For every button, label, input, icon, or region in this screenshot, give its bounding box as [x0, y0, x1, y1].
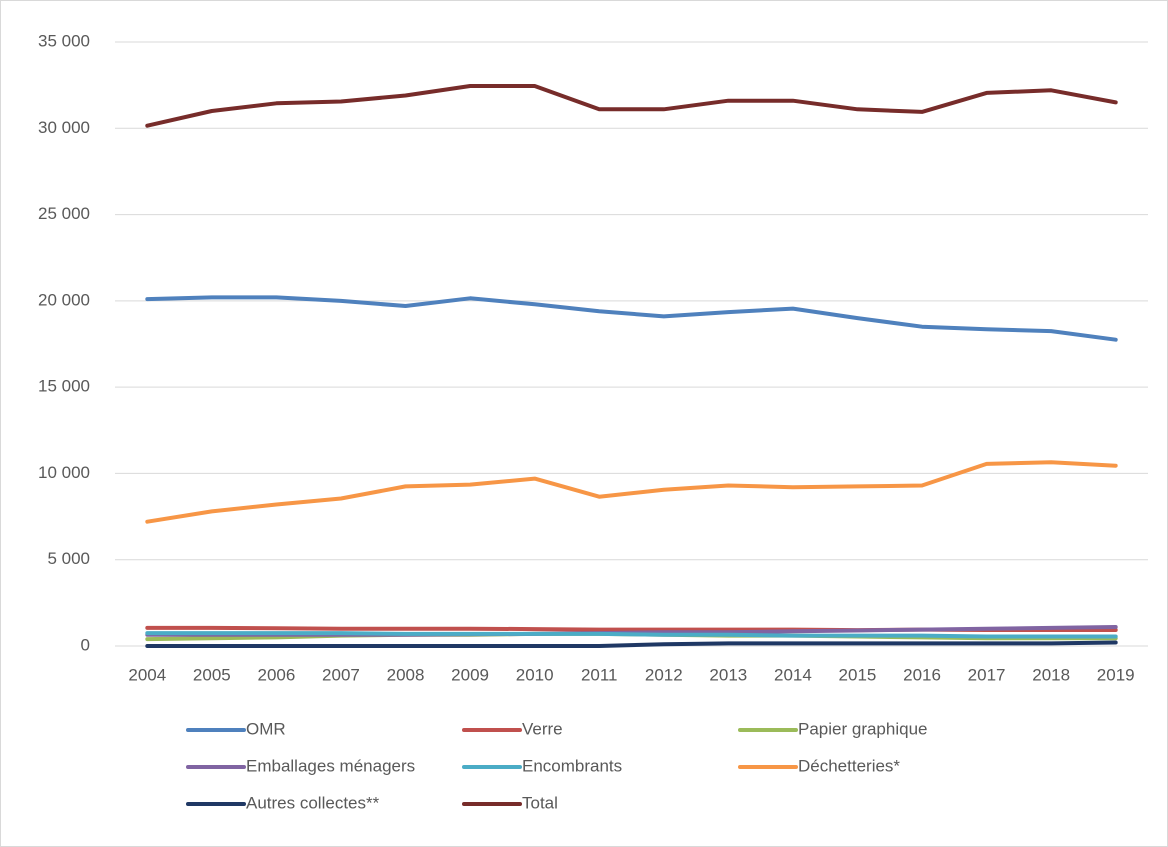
- y-tick-label: 30 000: [38, 118, 90, 137]
- legend-label: Autres collectes**: [246, 793, 380, 812]
- x-tick-label: 2010: [516, 665, 554, 684]
- x-tick-label: 2012: [645, 665, 683, 684]
- x-tick-label: 2017: [968, 665, 1006, 684]
- y-tick-label: 35 000: [38, 31, 90, 50]
- series-line: [145, 295, 1118, 342]
- legend-label: Déchetteries*: [798, 756, 900, 775]
- series-line: [145, 631, 1118, 639]
- x-tick-label: 2015: [839, 665, 877, 684]
- x-tick-label: 2006: [257, 665, 295, 684]
- legend-label: OMR: [246, 719, 286, 738]
- y-tick-label: 25 000: [38, 204, 90, 223]
- y-tick-label: 5 000: [47, 549, 90, 568]
- x-tick-label: 2007: [322, 665, 360, 684]
- legend-label: Papier graphique: [798, 719, 927, 738]
- series-line: [145, 460, 1118, 524]
- y-tick-label: 20 000: [38, 290, 90, 309]
- x-tick-label: 2008: [387, 665, 425, 684]
- x-tick-label: 2005: [193, 665, 231, 684]
- y-tick-label: 0: [81, 635, 90, 654]
- x-tick-label: 2019: [1097, 665, 1135, 684]
- x-tick-label: 2011: [581, 665, 618, 684]
- y-tick-label: 15 000: [38, 377, 90, 396]
- x-tick-label: 2004: [128, 665, 166, 684]
- x-tick-label: 2014: [774, 665, 812, 684]
- legend-label: Emballages ménagers: [246, 756, 415, 775]
- x-tick-label: 2016: [903, 665, 941, 684]
- legend-label: Total: [522, 793, 558, 812]
- x-tick-label: 2018: [1032, 665, 1070, 684]
- legend-label: Verre: [522, 719, 563, 738]
- series-line: [145, 640, 1118, 648]
- series-line: [145, 84, 1118, 128]
- legend-label: Encombrants: [522, 756, 622, 775]
- x-tick-label: 2013: [709, 665, 747, 684]
- x-tick-label: 2009: [451, 665, 489, 684]
- y-tick-label: 10 000: [38, 463, 90, 482]
